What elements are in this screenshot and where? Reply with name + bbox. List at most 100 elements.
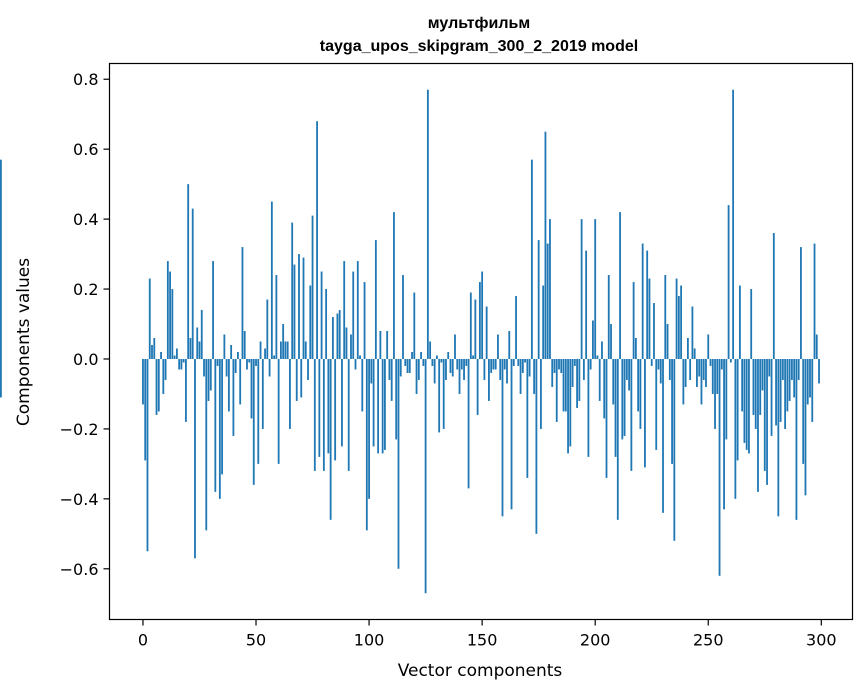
- bar-289: [795, 358, 798, 520]
- bar-242: [689, 358, 692, 380]
- bar-8: [160, 351, 162, 359]
- y-tick-label: −0.2: [60, 420, 99, 439]
- bar-140: [458, 358, 461, 394]
- bar-175: [537, 240, 540, 359]
- bar-58: [273, 355, 276, 359]
- bar-265: [741, 358, 744, 412]
- bar-240: [684, 358, 687, 387]
- bar-116: [404, 358, 407, 366]
- bar-268: [748, 358, 750, 454]
- bar-156: [494, 358, 497, 370]
- bar-124: [422, 358, 425, 366]
- bar-181: [551, 358, 554, 387]
- bar-141: [460, 358, 463, 370]
- bar-164: [512, 358, 515, 366]
- bar-110: [390, 358, 393, 401]
- bar-226: [653, 303, 655, 359]
- bar-94: [354, 358, 357, 370]
- bar-247: [700, 358, 703, 405]
- bar-160: [503, 358, 506, 370]
- bar-186: [562, 358, 565, 412]
- bar-4: [151, 345, 153, 359]
- y-tick-label: 0.2: [73, 280, 98, 299]
- bar-258: [725, 358, 728, 440]
- bar-44: [241, 247, 244, 359]
- chart-title: мультфильм: [428, 15, 530, 32]
- bar-79: [320, 271, 323, 359]
- bar-32: [214, 358, 217, 492]
- bar-220: [639, 358, 642, 429]
- bar-246: [698, 358, 701, 377]
- bar-231: [664, 275, 667, 359]
- y-tick-label: −0.6: [60, 560, 99, 579]
- bar-38: [227, 358, 230, 412]
- bar-217: [632, 282, 635, 359]
- bar-177: [542, 285, 545, 359]
- bar-223: [646, 250, 649, 359]
- bar-256: [720, 358, 723, 370]
- bar-157: [497, 334, 499, 359]
- bar-196: [585, 250, 588, 359]
- y-axis-label: Components values: [14, 258, 34, 426]
- bar-136: [449, 358, 452, 373]
- bar-43: [239, 358, 242, 405]
- bar-221: [641, 243, 644, 359]
- bar-90: [345, 327, 348, 359]
- bar-92: [350, 334, 352, 359]
- bar-213: [623, 358, 626, 436]
- bar-96: [359, 355, 361, 359]
- bar-78: [318, 358, 321, 457]
- bar-290: [797, 358, 800, 380]
- bar-13: [171, 289, 174, 359]
- bar-123: [420, 351, 422, 359]
- bar-56: [268, 358, 271, 377]
- bar-232: [666, 324, 669, 359]
- bar-143: [465, 358, 468, 366]
- bar-7: [157, 358, 160, 412]
- bar-236: [675, 278, 678, 359]
- bar-172: [530, 159, 533, 359]
- bar-55: [266, 299, 269, 359]
- y-tick-label: −0.4: [60, 490, 99, 509]
- bar-230: [662, 358, 664, 513]
- bar-24: [196, 327, 199, 359]
- bar-91: [347, 358, 350, 471]
- bar-139: [456, 358, 459, 370]
- x-tick-label: 50: [246, 631, 266, 650]
- bar-158: [499, 358, 502, 380]
- bar-95: [356, 261, 359, 359]
- bar-148: [476, 358, 479, 415]
- bar-169: [524, 358, 526, 363]
- bar-60: [277, 358, 280, 464]
- bar-35: [221, 358, 224, 475]
- bar-26: [200, 310, 203, 359]
- bar-15: [175, 348, 178, 359]
- bar-17: [180, 358, 183, 370]
- y-axis: 0.8 0.6 0.4 0.2 0.0 −0.2 −0.4 −0.6: [60, 70, 110, 579]
- bar-82: [327, 358, 330, 454]
- bar-245: [696, 358, 698, 387]
- bar-285: [786, 358, 789, 412]
- bar-179: [546, 243, 549, 359]
- bar-106: [381, 358, 384, 454]
- bar-173: [533, 358, 536, 394]
- bar-142: [463, 358, 465, 380]
- bar-249: [705, 358, 707, 387]
- bar-291: [800, 247, 802, 359]
- x-tick-label: 300: [806, 631, 837, 650]
- bar-203: [601, 341, 603, 359]
- bar-264: [738, 285, 741, 359]
- bar-243: [691, 306, 694, 359]
- bar-195: [582, 358, 585, 380]
- bar-22: [191, 208, 194, 359]
- bar-151: [483, 358, 486, 380]
- bar-138: [454, 334, 456, 359]
- bar-228: [657, 358, 660, 370]
- bar-262: [734, 358, 737, 499]
- bar-28: [205, 358, 208, 531]
- x-tick-label: 200: [580, 631, 611, 650]
- bar-276: [766, 358, 768, 485]
- bar-10: [164, 358, 167, 380]
- bar-219: [637, 358, 640, 412]
